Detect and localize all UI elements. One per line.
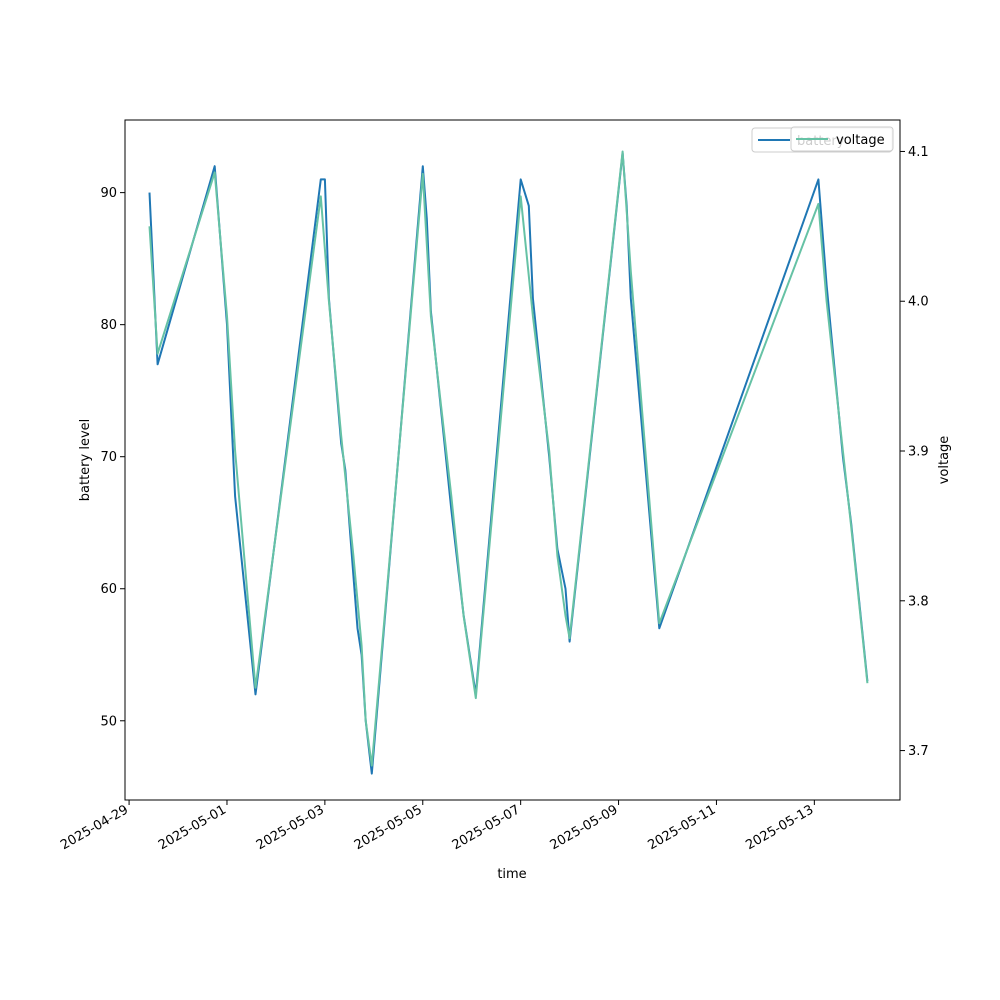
y-right-tick-label: 4.0: [908, 295, 929, 310]
y-left-tick-label: 90: [100, 186, 117, 201]
plot-area: [124, 119, 901, 801]
y-right-tick-label: 3.8: [908, 594, 929, 609]
y-left-tick-label: 50: [100, 714, 117, 729]
legend-right-box: [790, 126, 894, 152]
series-layer: [148, 150, 869, 775]
y-right-axis-label: voltage: [937, 436, 952, 485]
plot-frame: [124, 119, 901, 801]
series-line-voltage: [148, 150, 869, 767]
y-right-tick-label: 3.9: [908, 445, 929, 460]
legend-right: voltage: [790, 126, 894, 152]
y-left-tick-label: 70: [100, 450, 117, 465]
y-left-axis-label: battery level: [78, 419, 93, 502]
y-left-tick-label: 80: [100, 318, 117, 333]
y-right-tick-label: 4.1: [908, 145, 929, 160]
y-left-axis-ticks: 50 60 70 80 90: [100, 186, 125, 729]
y-left-tick-label: 60: [100, 582, 117, 597]
x-axis-label: time: [497, 867, 526, 882]
y-right-tick-label: 3.7: [908, 744, 929, 759]
legend-right-label: voltage: [836, 133, 885, 148]
y-right-axis-ticks: 3.7 3.8 3.9 4.0 4.1: [900, 145, 929, 759]
